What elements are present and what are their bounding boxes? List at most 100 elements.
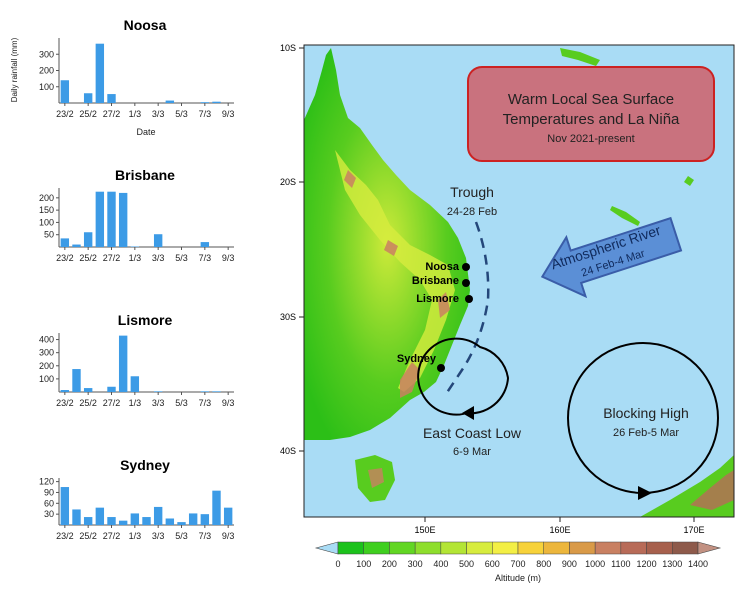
lon-label-160e: 160E: [549, 525, 570, 535]
x-tick-label: 5/3: [175, 253, 188, 263]
colorbar-segment: [569, 542, 595, 554]
colorbar-tick-label: 100: [356, 559, 371, 569]
y-tick-label: 300: [39, 49, 54, 59]
colorbar-tick-label: 1100: [611, 559, 630, 569]
bar-27-2: [107, 192, 115, 247]
colorbar-tick-label: 300: [408, 559, 423, 569]
colorbar-segment: [492, 542, 518, 554]
x-tick-label: 7/3: [199, 253, 212, 263]
bar-25-2: [84, 232, 92, 247]
colorbar-segment: [338, 542, 364, 554]
bar-3-3: [154, 234, 162, 247]
x-tick-label: 3/3: [152, 109, 165, 119]
x-tick-label: 5/3: [175, 109, 188, 119]
bar-26-2: [96, 44, 104, 103]
y-tick-label: 60: [44, 498, 54, 508]
blocking-high-title: Blocking High: [603, 405, 689, 421]
colorbar-segment: [621, 542, 647, 554]
bar-7-3: [201, 514, 209, 525]
y-tick-label: 120: [39, 477, 54, 487]
y-tick-label: 100: [39, 82, 54, 92]
colorbar-segment: [595, 542, 621, 554]
blocking-high-dates: 26 Feb-5 Mar: [613, 427, 679, 439]
x-tick-label: 27/2: [103, 109, 121, 119]
colorbar-tick-label: 1300: [662, 559, 682, 569]
bar-26-2: [96, 192, 104, 247]
colorbar-tick-label: 1400: [688, 559, 708, 569]
lat-label-10s: 10S: [280, 43, 296, 53]
colorbar-tick-label: 700: [510, 559, 525, 569]
x-tick-label: 3/3: [152, 398, 165, 408]
bar-24-2: [72, 369, 80, 392]
bar-25-2: [84, 517, 92, 525]
east-coast-low-title: East Coast Low: [423, 425, 522, 441]
lat-label-30s: 30S: [280, 312, 296, 322]
x-tick-label: 23/2: [56, 253, 74, 263]
x-axis-label: Date: [136, 127, 155, 137]
x-tick-label: 25/2: [79, 531, 97, 541]
bar-1-3: [131, 376, 139, 392]
bar-8-3: [212, 491, 220, 525]
x-tick-label: 25/2: [79, 253, 97, 263]
colorbar-segment: [441, 542, 467, 554]
x-tick-label: 5/3: [175, 531, 188, 541]
y-tick-label: 100: [39, 217, 54, 227]
x-tick-label: 27/2: [103, 398, 121, 408]
colorbar-tick-label: 900: [562, 559, 577, 569]
y-tick-label: 50: [44, 230, 54, 240]
bar-4-3: [166, 518, 174, 525]
colorbar-segment: [467, 542, 493, 554]
x-tick-label: 1/3: [129, 253, 142, 263]
sydney-dot: [437, 364, 445, 372]
x-tick-label: 7/3: [199, 531, 212, 541]
bar-3-3: [154, 507, 162, 525]
colorbar-segment: [364, 542, 390, 554]
lat-label-40s: 40S: [280, 446, 296, 456]
x-tick-label: 9/3: [222, 109, 235, 119]
bar-9-3: [224, 508, 232, 525]
y-tick-label: 90: [44, 487, 54, 497]
bar-28-2: [119, 193, 127, 247]
x-tick-label: 27/2: [103, 253, 121, 263]
colorbar-tick-label: 400: [433, 559, 448, 569]
bar-28-2: [119, 336, 127, 392]
callout-line-3: Nov 2021-present: [547, 133, 634, 145]
bar-25-2: [84, 93, 92, 103]
colorbar-left-arrow: [316, 542, 338, 554]
y-axis-label: Daily rainfall (mm): [10, 37, 19, 102]
colorbar-segment: [544, 542, 570, 554]
bar-5-3: [177, 522, 185, 525]
brisbane-dot: [462, 279, 470, 287]
colorbar-tick-label: 500: [459, 559, 474, 569]
x-tick-label: 23/2: [56, 109, 74, 119]
bar-27-2: [107, 387, 115, 392]
bar-23-2: [61, 487, 69, 525]
lon-label-150e: 150E: [414, 525, 435, 535]
bar-27-2: [107, 517, 115, 525]
bar-8-3: [212, 102, 220, 103]
chart-title: Noosa: [124, 17, 167, 33]
trough-title: Trough: [450, 184, 494, 200]
bar-7-3: [201, 391, 209, 392]
city-label-brisbane: Brisbane: [412, 275, 459, 287]
bar-8-3: [212, 391, 220, 392]
bar-3-3: [154, 391, 162, 392]
map-panel: 10S 20S 30S 40S 150E 160E 170E Warm Loca…: [258, 36, 748, 536]
east-coast-low-dates: 6-9 Mar: [453, 446, 491, 458]
chart-title: Sydney: [120, 457, 170, 473]
bar-7-3: [201, 242, 209, 247]
colorbar-tick-label: 800: [536, 559, 551, 569]
x-tick-label: 9/3: [222, 253, 235, 263]
chart-title: Brisbane: [115, 167, 175, 183]
colorbar-segment: [415, 542, 441, 554]
x-tick-label: 1/3: [129, 531, 142, 541]
colorbar-right-arrow: [698, 542, 720, 554]
